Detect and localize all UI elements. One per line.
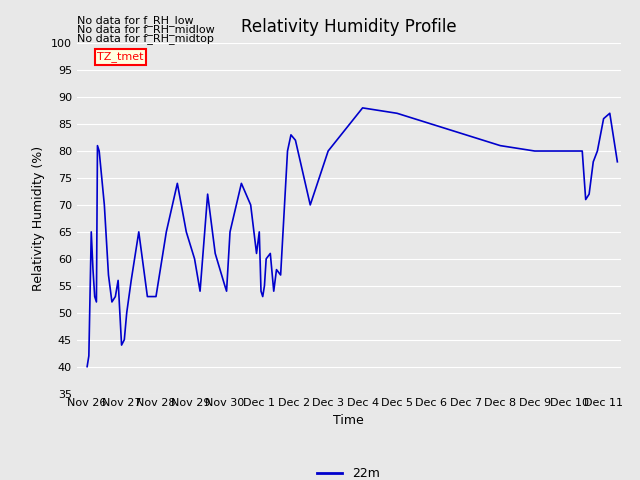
Text: No data for f_RH_midtop: No data for f_RH_midtop [77,33,214,44]
Title: Relativity Humidity Profile: Relativity Humidity Profile [241,18,456,36]
Text: TZ_tmet: TZ_tmet [97,51,144,62]
Text: No data for f_RH_midlow: No data for f_RH_midlow [77,24,214,35]
Legend: 22m: 22m [312,462,385,480]
X-axis label: Time: Time [333,414,364,427]
Text: No data for f_RH_low: No data for f_RH_low [77,15,193,26]
Y-axis label: Relativity Humidity (%): Relativity Humidity (%) [33,146,45,291]
